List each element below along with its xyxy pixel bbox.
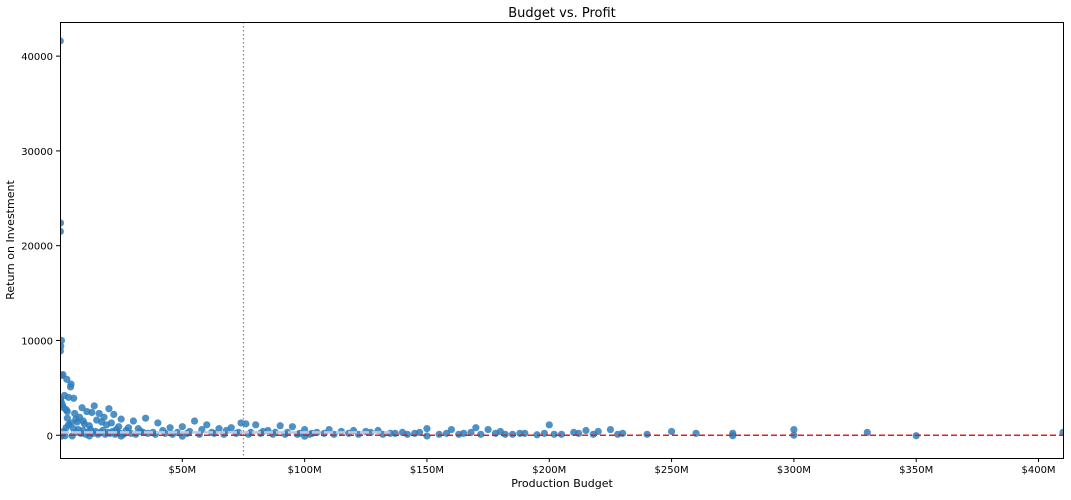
y-axis-ticks: 0 10000 20000 30000 40000 <box>21 52 60 442</box>
data-point <box>477 430 485 438</box>
data-point <box>63 407 71 416</box>
x-tick-label: $400M <box>1021 465 1055 476</box>
x-tick-label: $350M <box>899 465 933 476</box>
data-point <box>403 430 411 438</box>
data-point <box>614 430 622 438</box>
data-point <box>435 430 443 438</box>
data-point <box>252 421 260 429</box>
data-point <box>423 432 431 440</box>
data-point <box>97 418 106 426</box>
data-point <box>283 428 292 437</box>
y-tick-label: 10000 <box>21 336 53 347</box>
data-point <box>90 402 98 410</box>
data-point <box>447 425 456 434</box>
data-point <box>234 428 243 437</box>
x-tick-label: $150M <box>410 465 444 476</box>
data-point <box>508 430 517 438</box>
y-tick-label: 40000 <box>21 52 53 63</box>
data-point <box>117 415 125 423</box>
data-point <box>190 417 199 425</box>
data-point <box>484 425 492 434</box>
data-point <box>142 414 150 422</box>
data-point <box>545 421 553 429</box>
data-point <box>70 394 78 402</box>
data-point <box>863 428 871 437</box>
data-point <box>550 430 558 438</box>
y-axis-label: Return on Investment <box>4 180 17 300</box>
data-point <box>215 425 223 433</box>
data-point <box>63 375 71 383</box>
data-point <box>455 430 463 438</box>
x-tick-label: $100M <box>288 465 322 476</box>
data-point <box>203 421 211 429</box>
data-point <box>154 419 162 427</box>
x-tick-label: $50M <box>168 465 196 476</box>
x-tick-label: $250M <box>655 465 689 476</box>
data-point <box>178 423 186 431</box>
data-point <box>95 409 103 418</box>
x-axis-label: Production Budget <box>511 477 613 490</box>
data-point <box>72 415 80 423</box>
x-tick-label: $200M <box>532 465 566 476</box>
data-point <box>367 428 375 437</box>
data-point <box>288 423 297 431</box>
data-point <box>129 417 137 425</box>
x-axis-ticks: $50M $100M $150M $200M $250M $300M $350M $400M <box>168 458 1056 476</box>
data-point <box>71 409 79 418</box>
data-point <box>107 419 115 427</box>
data-point <box>501 430 509 438</box>
data-point <box>301 432 309 440</box>
y-tick-label: 30000 <box>21 147 53 158</box>
data-point <box>643 430 651 438</box>
data-point <box>110 410 118 418</box>
data-point <box>1059 428 1063 437</box>
data-point <box>557 430 566 438</box>
data-point <box>416 428 424 437</box>
data-point <box>582 426 590 435</box>
data-point <box>60 336 66 345</box>
data-point <box>166 424 174 432</box>
y-tick-label: 20000 <box>21 242 53 253</box>
chart-title: Budget vs. Profit <box>508 6 616 21</box>
x-tick-label: $300M <box>777 465 811 476</box>
data-point <box>729 432 737 440</box>
data-point <box>78 404 86 412</box>
y-tick-label: 0 <box>47 431 53 442</box>
data-point <box>242 420 250 428</box>
data-point <box>88 408 96 417</box>
data-point <box>67 419 75 427</box>
data-point <box>79 417 87 425</box>
data-point <box>472 424 480 432</box>
data-point <box>60 219 65 227</box>
data-point <box>606 425 615 434</box>
data-point <box>423 425 431 433</box>
plot-frame <box>60 22 1064 459</box>
data-point <box>105 405 113 413</box>
data-point <box>667 427 676 436</box>
data-point <box>467 428 475 437</box>
data-point <box>178 432 186 440</box>
data-point <box>66 383 75 391</box>
data-point <box>790 425 798 434</box>
data-point <box>589 430 597 438</box>
data-point <box>276 422 284 430</box>
